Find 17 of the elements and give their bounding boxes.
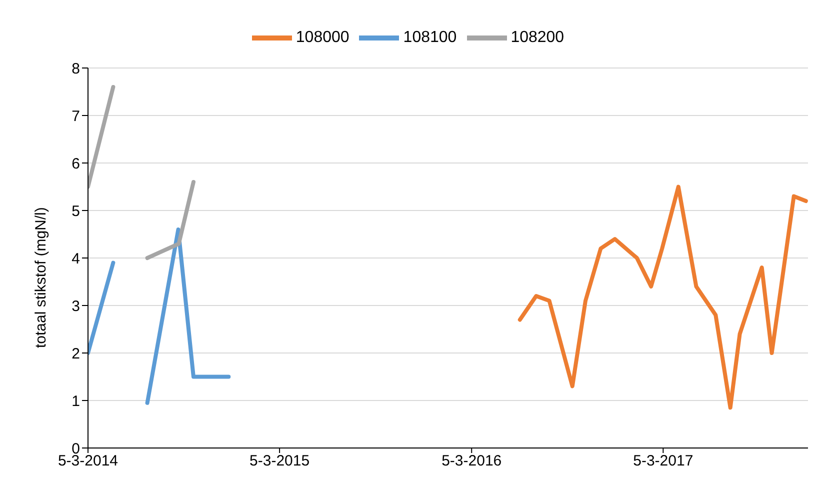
y-tick-label: 1 <box>72 392 80 410</box>
y-tick-label: 3 <box>72 298 80 315</box>
legend-label: 108100 <box>403 29 457 46</box>
x-tick-label: 5-3-2017 <box>633 452 694 470</box>
y-axis-title: totaal stikstof (mgN/l) <box>32 207 50 348</box>
y-tick-label: 8 <box>72 60 80 78</box>
x-tick-label: 5-3-2015 <box>250 452 310 470</box>
x-tick-label: 5-3-2016 <box>442 452 502 470</box>
y-tick-label: 6 <box>72 155 80 172</box>
y-tick-label: 5 <box>72 202 80 220</box>
y-tick-label: 7 <box>72 108 80 125</box>
legend-label: 108000 <box>296 29 350 46</box>
legend-label: 108200 <box>510 29 564 46</box>
y-tick-label: 4 <box>72 250 80 268</box>
y-tick-label: 2 <box>72 345 80 362</box>
x-tick-label: 5-3-2014 <box>58 452 118 470</box>
line-series <box>518 184 808 410</box>
